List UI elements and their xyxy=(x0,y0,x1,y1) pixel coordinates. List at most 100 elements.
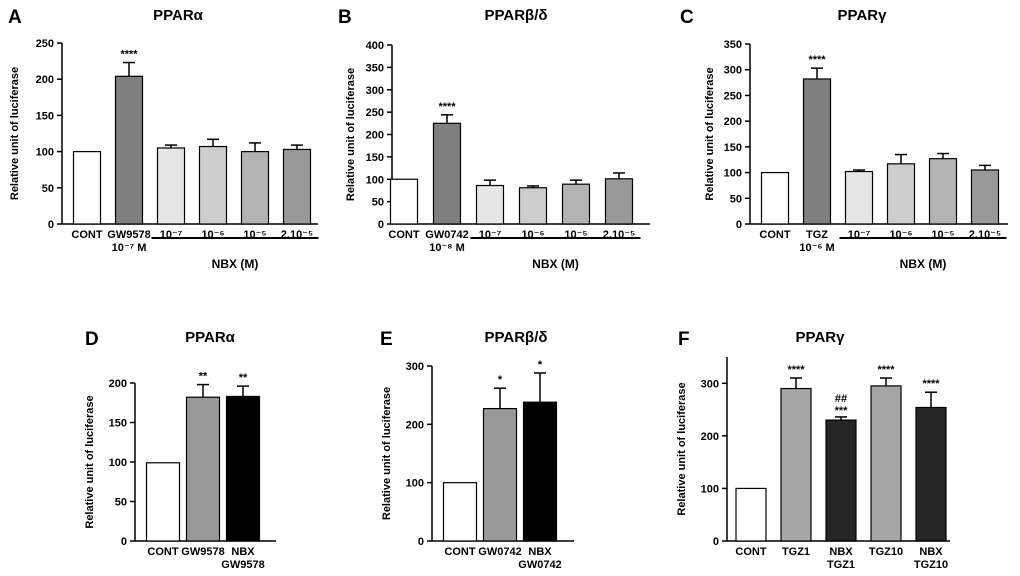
significance-label: **** xyxy=(922,378,940,390)
category-label: 2.10⁻⁵ xyxy=(603,229,635,241)
category-label: 10⁻⁶ xyxy=(201,229,224,241)
category-label: CONT xyxy=(147,546,178,558)
panel-letter: C xyxy=(680,7,694,28)
bar xyxy=(518,187,548,225)
panel-d: D PPARα Relative unit of luciferase 0 50 100 1… xyxy=(84,329,276,571)
bar xyxy=(240,151,270,225)
panel-letter: D xyxy=(85,329,99,350)
category-label: NBX xyxy=(919,546,943,558)
y-tick-label: 0 xyxy=(378,219,384,231)
panel-a: A PPARα Relative unit of luciferase 0 50 100 1… xyxy=(8,7,319,271)
y-tick-label: 250 xyxy=(366,107,384,119)
significance-label: **** xyxy=(787,364,805,376)
category-label: 10⁻⁷ xyxy=(848,229,871,241)
y-tick-label: 200 xyxy=(701,431,719,443)
y-tick-label: 0 xyxy=(713,536,719,548)
y-tick-label: 250 xyxy=(36,38,54,50)
category-label: 10⁻⁵ xyxy=(564,229,587,241)
bar xyxy=(442,482,478,542)
group-label: NBX (M) xyxy=(900,257,947,271)
group-label: NBX (M) xyxy=(212,257,259,271)
y-tick-label: 200 xyxy=(724,116,742,128)
bar xyxy=(145,462,181,542)
y-tick-label: 350 xyxy=(724,39,742,51)
category-label: TGZ1 xyxy=(827,559,855,571)
panel-b: B PPARβ/δ Relative unit of luciferase 0 50 10… xyxy=(338,7,650,271)
bar xyxy=(561,183,591,225)
bar xyxy=(870,385,902,542)
chart-title: PPARα xyxy=(185,329,236,346)
y-tick-label: 300 xyxy=(406,361,424,373)
y-tick-label: 100 xyxy=(366,174,384,186)
significance-label: ** xyxy=(199,371,208,383)
significance-label: **** xyxy=(877,364,895,376)
bar xyxy=(156,147,186,225)
category-label: TGZ1 xyxy=(782,546,810,558)
significance-label: * xyxy=(498,374,503,386)
y-tick-label: 150 xyxy=(366,152,384,164)
significance-label: *** xyxy=(835,405,849,417)
y-tick-label: 150 xyxy=(109,418,127,430)
y-tick-label: 150 xyxy=(36,110,54,122)
bar xyxy=(735,487,767,542)
bar xyxy=(432,122,462,225)
category-label: 10⁻⁶ xyxy=(521,229,544,241)
y-tick-label: 300 xyxy=(701,378,719,390)
y-tick-label: 350 xyxy=(366,62,384,74)
y-tick-label: 400 xyxy=(366,40,384,52)
y-tick-label: 50 xyxy=(372,197,384,209)
y-axis-label: Relative unit of luciferase xyxy=(345,68,357,201)
bar xyxy=(198,145,228,225)
y-tick-label: 0 xyxy=(121,536,127,548)
y-axis-label: Relative unit of luciferase xyxy=(381,387,393,520)
y-tick-label: 100 xyxy=(701,483,719,495)
y-axis-label: Relative unit of luciferase xyxy=(676,382,688,515)
panel-letter: F xyxy=(678,329,690,350)
category-label: 10⁻⁶ xyxy=(889,229,912,241)
category-label: 10⁻⁵ xyxy=(243,229,266,241)
y-tick-label: 100 xyxy=(406,478,424,490)
chart-title: PPARβ/δ xyxy=(485,7,548,24)
bar xyxy=(225,395,261,542)
y-tick-label: 200 xyxy=(406,419,424,431)
bar xyxy=(72,151,102,225)
bar xyxy=(802,78,832,225)
bar xyxy=(482,407,518,542)
panel-e: E PPARβ/δ Relative unit of luciferase 0 100 2… xyxy=(380,329,574,571)
significance-label: ** xyxy=(239,372,248,384)
significance-label: **** xyxy=(438,101,456,113)
bar xyxy=(475,184,505,225)
bar xyxy=(185,396,221,542)
y-axis-label: Relative unit of luciferase xyxy=(704,67,716,200)
bar xyxy=(389,178,419,225)
category-label: TGZ10 xyxy=(869,546,903,558)
y-axis-label: Relative unit of luciferase xyxy=(84,395,96,528)
bar xyxy=(760,171,790,225)
y-tick-label: 0 xyxy=(418,536,424,548)
category-label: 10⁻⁵ xyxy=(931,229,954,241)
category-label: 10⁻⁷ xyxy=(160,229,183,241)
category-label: 2.10⁻⁵ xyxy=(281,229,313,241)
category-label: GW0742 xyxy=(425,229,468,241)
category-label: GW9578 xyxy=(181,546,224,558)
bar xyxy=(114,75,144,225)
chart-title: PPARγ xyxy=(796,329,846,346)
category-label: 10⁻⁷ xyxy=(479,229,502,241)
chart-title: PPARα xyxy=(153,7,204,24)
y-tick-label: 100 xyxy=(109,457,127,469)
y-tick-label: 250 xyxy=(724,90,742,102)
panel-letter: B xyxy=(338,7,352,28)
bar xyxy=(844,170,874,225)
bar xyxy=(522,401,558,542)
significance-label: * xyxy=(538,359,543,371)
y-tick-label: 0 xyxy=(48,219,54,231)
category-label: NBX xyxy=(528,546,552,558)
category-label: GW0742 xyxy=(518,559,561,571)
bar xyxy=(915,406,947,542)
y-axis-label: Relative unit of luciferase xyxy=(9,67,21,200)
panel-f: F PPARγ Relative unit of luciferase 0 100 200… xyxy=(676,329,950,571)
bar xyxy=(780,387,812,542)
category-label: 10⁻⁷ M xyxy=(112,242,147,254)
y-tick-label: 200 xyxy=(36,74,54,86)
